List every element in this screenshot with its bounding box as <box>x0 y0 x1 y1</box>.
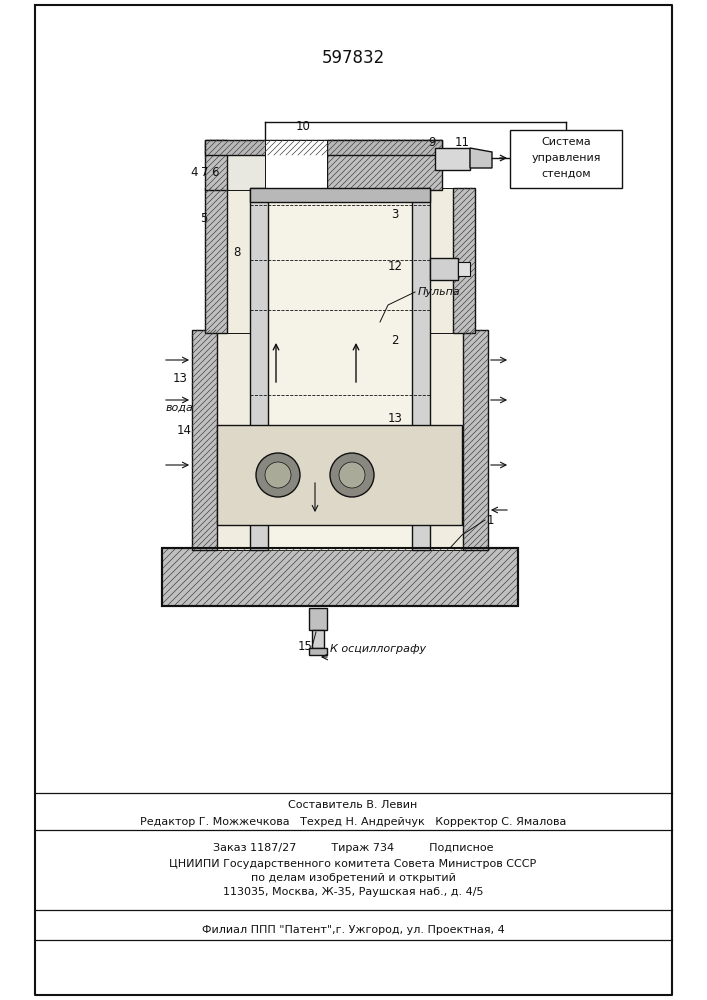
Text: Заказ 1187/27          Тираж 734          Подписное: Заказ 1187/27 Тираж 734 Подписное <box>213 843 493 853</box>
Bar <box>162 548 518 606</box>
Text: Редактор Г. Можжечкова   Техред Н. Андрейчук   Корректор С. Ямалова: Редактор Г. Можжечкова Техред Н. Андрейч… <box>140 817 566 827</box>
Text: Пульпа: Пульпа <box>418 287 461 297</box>
Text: 9: 9 <box>428 135 436 148</box>
Text: 4: 4 <box>190 166 198 180</box>
Text: 13: 13 <box>387 412 402 424</box>
Bar <box>205 188 227 333</box>
Bar <box>192 330 217 550</box>
Text: вода: вода <box>166 403 194 413</box>
Text: 113035, Москва, Ж-35, Раушская наб., д. 4/5: 113035, Москва, Ж-35, Раушская наб., д. … <box>223 887 484 897</box>
Text: 2: 2 <box>391 334 399 347</box>
Bar <box>205 140 327 155</box>
Text: управления: управления <box>531 153 601 163</box>
Text: 8: 8 <box>233 245 240 258</box>
Text: 10: 10 <box>296 120 310 133</box>
Text: 7: 7 <box>201 166 209 180</box>
Bar <box>205 140 227 190</box>
Bar <box>227 140 327 190</box>
Bar <box>441 150 466 168</box>
Text: К осциллографу: К осциллографу <box>330 644 426 654</box>
Bar <box>463 330 488 550</box>
Text: Система: Система <box>541 137 591 147</box>
Circle shape <box>256 453 300 497</box>
Polygon shape <box>470 148 492 168</box>
Bar <box>162 548 518 606</box>
Bar <box>327 140 442 155</box>
Text: 14: 14 <box>177 424 192 436</box>
Circle shape <box>339 462 365 488</box>
Bar <box>327 140 442 190</box>
Text: 6: 6 <box>211 166 218 180</box>
Bar <box>458 262 470 276</box>
Text: 5: 5 <box>200 212 208 225</box>
Bar <box>435 148 470 170</box>
Text: 597832: 597832 <box>322 49 385 67</box>
Text: стендом: стендом <box>541 169 591 179</box>
Bar <box>217 330 463 550</box>
Text: Филиал ППП "Патент",г. Ужгород, ул. Проектная, 4: Филиал ППП "Патент",г. Ужгород, ул. Прое… <box>201 925 504 935</box>
Bar <box>268 188 412 550</box>
Bar <box>227 188 453 333</box>
Text: 1: 1 <box>486 514 493 526</box>
Text: 12: 12 <box>387 260 402 273</box>
Bar <box>412 188 430 550</box>
Text: по делам изобретений и открытий: по делам изобретений и открытий <box>250 873 455 883</box>
Bar <box>430 258 458 280</box>
Text: 11: 11 <box>455 135 469 148</box>
Bar <box>265 140 327 190</box>
Text: ЦНИИПИ Государственного комитета Совета Министров СССР: ЦНИИПИ Государственного комитета Совета … <box>170 859 537 869</box>
Bar <box>312 630 324 648</box>
Bar <box>309 608 327 630</box>
Bar <box>510 130 622 188</box>
Text: Составитель В. Левин: Составитель В. Левин <box>288 800 418 810</box>
Bar <box>217 425 462 525</box>
Bar <box>309 648 327 655</box>
Circle shape <box>265 462 291 488</box>
Text: 13: 13 <box>173 371 187 384</box>
Bar <box>250 188 430 202</box>
Text: 15: 15 <box>298 641 312 654</box>
Circle shape <box>330 453 374 497</box>
Bar <box>453 188 475 333</box>
Bar <box>250 188 268 550</box>
Text: 3: 3 <box>391 209 399 222</box>
